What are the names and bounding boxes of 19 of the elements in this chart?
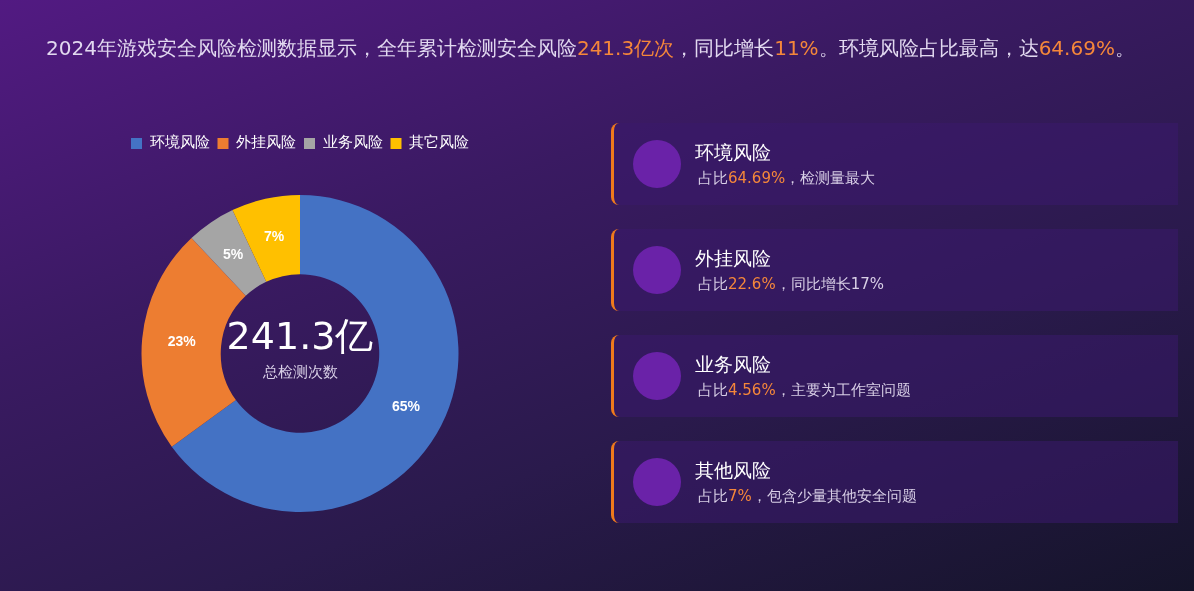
legend-label: 外挂风险 (236, 133, 296, 152)
text: 2024年游戏安全风险检测数据显示，全年累计检测安全风险241.3亿次，同比增长11%。环境风险占比最高，达64.69%。 (46, 35, 1136, 62)
data-label: 5% (223, 246, 244, 263)
data-label: 23% (167, 333, 197, 350)
data-label: 65% (391, 398, 421, 415)
text: 占比64.69%，检测量最大 (698, 168, 876, 188)
data-label: 7% (263, 228, 285, 245)
text: 环境风险 (695, 140, 771, 164)
text: 总检测次数 (261, 363, 338, 382)
text: 占比7%，包含少量其他安全问题 (698, 486, 917, 506)
text: 其他风险 (695, 458, 771, 482)
legend-label: 其它风险 (409, 133, 469, 152)
legend-label: 业务风险 (322, 133, 383, 152)
text: 业务风险 (695, 352, 771, 376)
text: 占比4.56%，主要为工作室问题 (698, 380, 911, 400)
text: 241.3亿 (226, 314, 374, 359)
text: 占比22.6%，同比增长17% (698, 274, 884, 294)
text: 外挂风险 (695, 246, 771, 270)
legend-label: 环境风险 (149, 133, 210, 152)
